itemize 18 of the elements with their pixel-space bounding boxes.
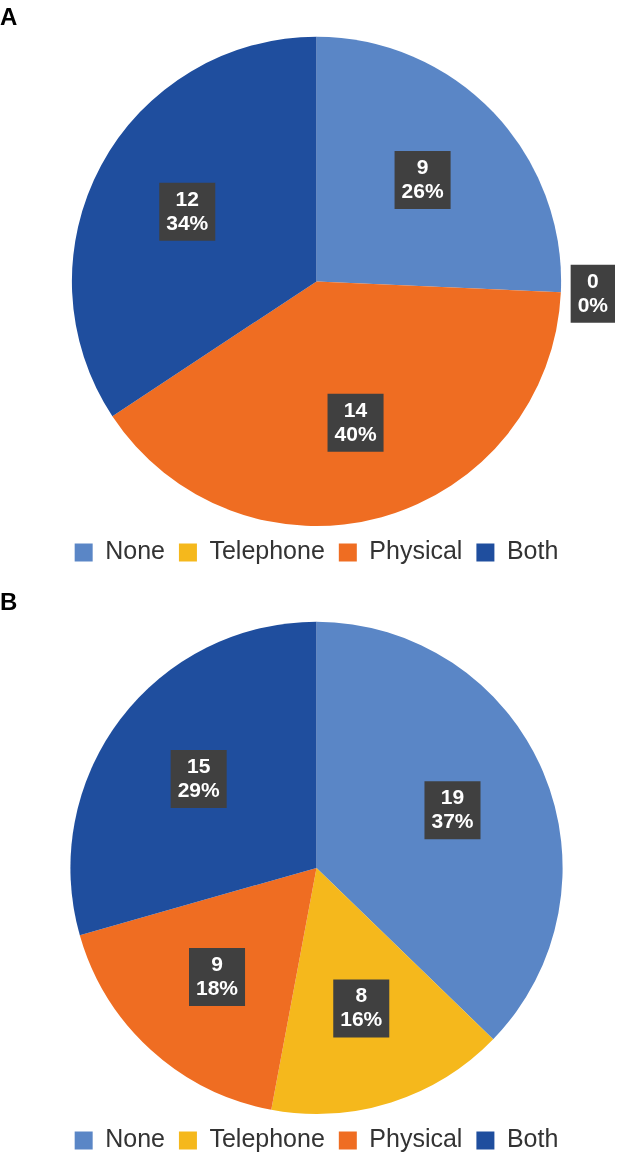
legend-label: None	[105, 1124, 165, 1153]
chart-title: B	[0, 588, 18, 616]
data-label: 8 16%	[340, 983, 383, 1031]
legend-label: Telephone	[209, 1124, 325, 1153]
legend-label: None	[105, 536, 165, 565]
data-label: 14 40%	[334, 397, 377, 445]
data-label: 12 34%	[166, 186, 209, 234]
chart-title: A	[0, 3, 18, 31]
legend-label: Physical	[369, 1124, 463, 1153]
legend-label: Both	[506, 536, 559, 565]
legend-label: Both	[506, 1124, 559, 1153]
data-label: 9 26%	[401, 154, 444, 202]
legend-label: Telephone	[209, 536, 325, 565]
legend-label: Physical	[369, 536, 463, 565]
data-label: 19 37%	[431, 785, 474, 833]
text: 0 0%	[577, 268, 608, 316]
data-label: 15 29%	[177, 753, 221, 801]
data-label: 9 18%	[196, 951, 239, 999]
